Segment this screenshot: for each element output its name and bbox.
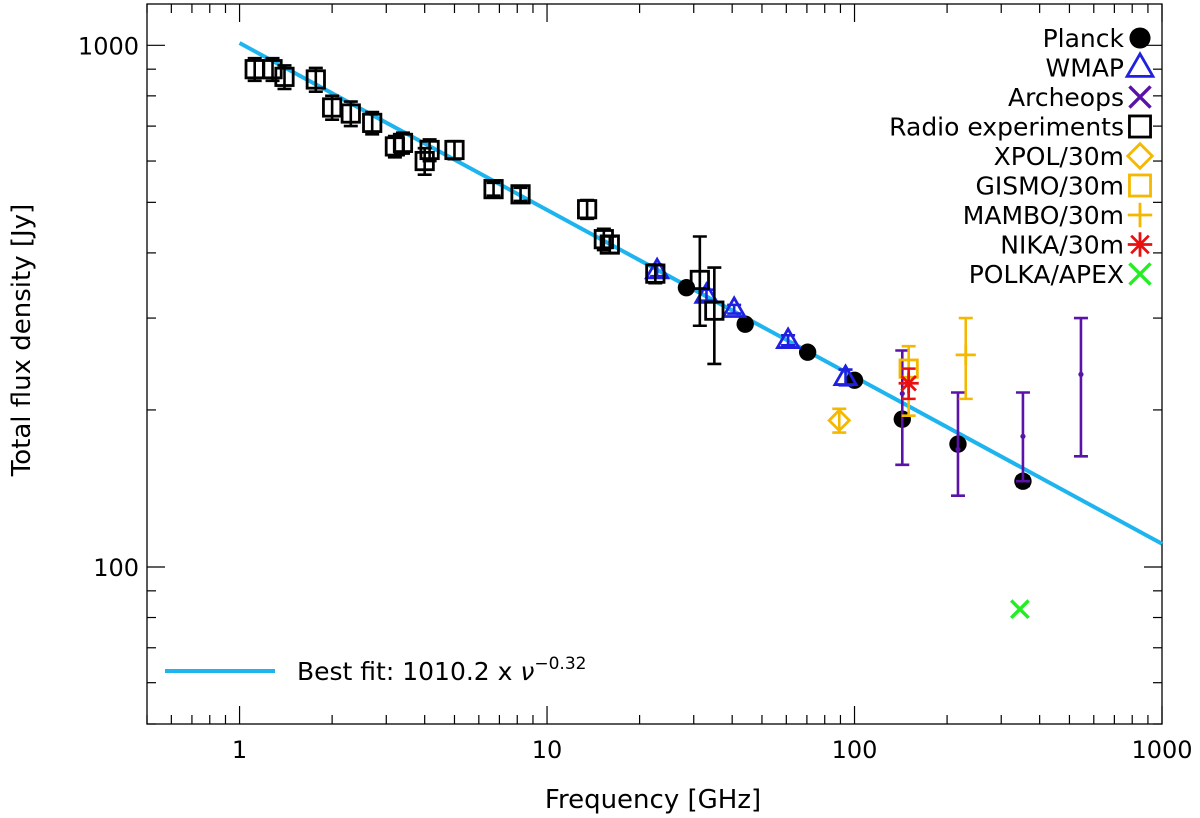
x-tick-label: 10 [532,736,563,764]
data-point [340,103,361,124]
plot-frame [146,3,1163,725]
series-mambo-30m [955,316,976,401]
y-axis-label: Total flux density [Jy] [7,204,37,477]
error-bar [692,235,707,328]
series-polka-apex [1010,599,1030,620]
data-point [798,343,817,361]
legend-marker [1128,114,1152,139]
fit-legend: Best fit: 1010.2 x ν−0.32 [165,654,586,686]
series-archeops [895,316,1088,497]
legend-label: Planck [1043,24,1125,53]
legend-label: WMAP [1046,54,1124,83]
data-point [644,256,671,280]
legend-marker [1128,85,1152,109]
fit-legend-prefix: Best fit: 1010.2 x [297,657,520,686]
x-axis-label: Frequency [GHz] [545,785,761,815]
data-point [593,229,614,250]
plot-area-border [146,3,1163,725]
legend-label: GISMO/30m [976,172,1124,201]
fit-legend-nu: ν [520,657,534,686]
y-tick-labels: 100 1000 [78,32,139,582]
x-tick-label: 100 [832,736,878,764]
legend-marker [1128,262,1152,286]
data-point [510,184,531,205]
legend-marker [1124,51,1156,78]
data-point [689,269,710,291]
error-bar [707,266,722,366]
legend-label: POLKA/APEX [969,260,1124,289]
legend-marker [1127,202,1153,228]
fit-legend-exponent: −0.32 [534,654,586,674]
legend-marker [1125,141,1155,171]
data-point [1078,371,1084,377]
data-point [832,363,859,386]
data-point [955,446,961,453]
data-point [955,344,976,365]
legend-label: MAMBO/30m [963,201,1124,230]
series-nika-30m [898,367,919,401]
error-bar [486,181,501,197]
error-bar [1073,316,1088,458]
data-point [736,315,754,333]
y-tick-label: 100 [93,554,139,582]
data-point [599,234,620,255]
data-point [444,139,465,161]
legend-marker [1129,27,1151,49]
x-tick-label: 1000 [1131,736,1192,764]
data-points [244,56,1088,620]
data-point [305,69,326,90]
legend-label: Radio experiments [889,113,1124,142]
data-point [483,179,504,200]
data-point [392,132,414,153]
data-point [775,326,802,349]
data-point [419,139,440,161]
error-bar [580,198,595,221]
data-point [577,199,598,220]
legend-label: NIKA/30m [1000,231,1124,260]
fit-legend-label: Best fit: 1010.2 x ν−0.32 [297,654,586,686]
data-point [721,295,748,318]
data-point [1020,433,1026,439]
x-tick-labels: 1 10 100 1000 [232,736,1193,764]
data-point [899,390,905,397]
axis-ticks [146,4,1163,725]
error-bar [513,186,528,203]
series-radio-experiments [244,56,725,366]
y-tick-label: 1000 [78,32,139,60]
data-point [1010,599,1030,620]
data-point [274,66,295,87]
error-bar [950,391,965,497]
data-point [898,373,919,394]
data-point [362,112,383,133]
error-bar [395,131,410,155]
legend-label: Archeops [1008,83,1124,112]
data-point [704,300,725,321]
data-point [827,408,852,433]
data-point [645,263,666,284]
series-xpol-30m [827,407,852,434]
legend-marker [1127,232,1153,257]
legend-label: XPOL/30m [994,142,1124,171]
legend-marker [1128,173,1152,198]
x-tick-label: 1 [232,736,247,764]
